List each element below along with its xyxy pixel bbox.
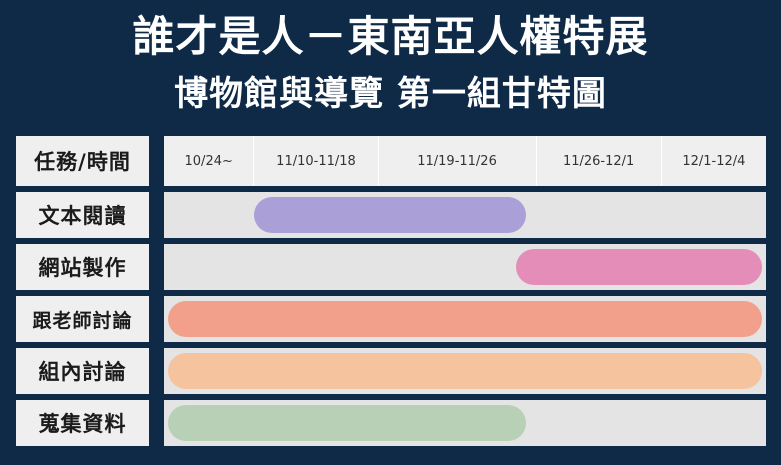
task-label: 組內討論 bbox=[16, 348, 149, 394]
page-title: 誰才是人－東南亞人權特展 bbox=[132, 12, 649, 61]
task-track bbox=[164, 244, 766, 290]
period-header: 12/1-12/4 bbox=[682, 153, 746, 169]
page-subtitle: 博物館與導覽 第一組甘特圖 bbox=[174, 74, 607, 114]
task-track bbox=[164, 296, 766, 342]
task-label: 跟老師討論 bbox=[16, 296, 149, 342]
task-bar bbox=[516, 249, 762, 285]
task-track bbox=[164, 348, 766, 394]
period-header: 11/10-11/18 bbox=[254, 136, 379, 186]
task-bar bbox=[168, 353, 762, 389]
task-label: 文本閱讀 bbox=[16, 192, 149, 238]
task-track bbox=[164, 400, 766, 446]
timeline-header: 10/24~ 11/10-11/18 11/19-11/26 11/26-12/… bbox=[164, 136, 766, 186]
header-label-cell: 任務/時間 bbox=[16, 136, 149, 186]
task-bar bbox=[254, 197, 526, 233]
task-label: 網站製作 bbox=[16, 244, 149, 290]
task-label: 蒐集資料 bbox=[16, 400, 149, 446]
task-bar bbox=[168, 405, 526, 441]
task-track bbox=[164, 192, 766, 238]
period-header: 10/24~ bbox=[164, 136, 255, 186]
period-header: 11/26-12/1 bbox=[537, 136, 662, 186]
period-header: 11/19-11/26 bbox=[379, 136, 537, 186]
task-bar bbox=[168, 301, 762, 337]
